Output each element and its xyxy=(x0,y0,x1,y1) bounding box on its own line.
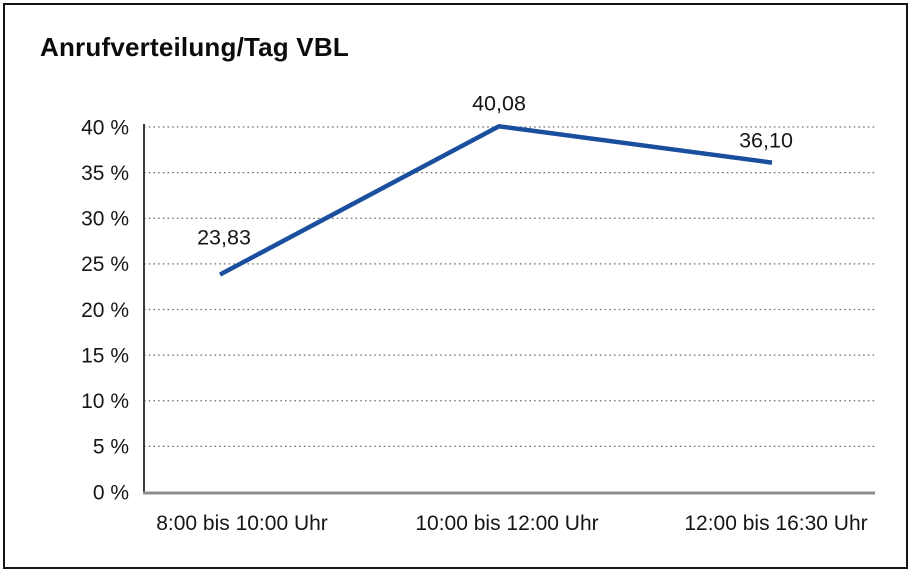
x-axis-category-label: 10:00 bis 12:00 Uhr xyxy=(415,512,598,535)
y-axis-tick-label: 0 % xyxy=(93,481,129,504)
chart-frame: Anrufverteilung/Tag VBL 0 % 5 % 10 % 15 % 20… xyxy=(3,3,908,569)
data-point-label: 40,08 xyxy=(472,91,526,115)
data-point-label: 36,10 xyxy=(739,129,793,153)
y-axis-tick-label: 40 % xyxy=(81,116,129,139)
y-axis-tick-label: 10 % xyxy=(81,390,129,413)
x-axis-category-label: 12:00 bis 16:30 Uhr xyxy=(684,512,867,535)
chart-title: Anrufverteilung/Tag VBL xyxy=(40,32,349,62)
data-point-label: 23,83 xyxy=(197,226,251,250)
x-axis-category-label: 8:00 bis 10:00 Uhr xyxy=(156,512,328,535)
y-axis-tick-label: 30 % xyxy=(81,208,129,231)
y-axis-tick-label: 20 % xyxy=(81,299,129,322)
y-axis-tick-label: 5 % xyxy=(93,436,129,459)
y-axis-tick-label: 15 % xyxy=(81,344,129,367)
y-axis-tick-label: 35 % xyxy=(81,162,129,185)
y-axis-tick-label: 25 % xyxy=(81,253,129,276)
data-line xyxy=(218,123,773,277)
